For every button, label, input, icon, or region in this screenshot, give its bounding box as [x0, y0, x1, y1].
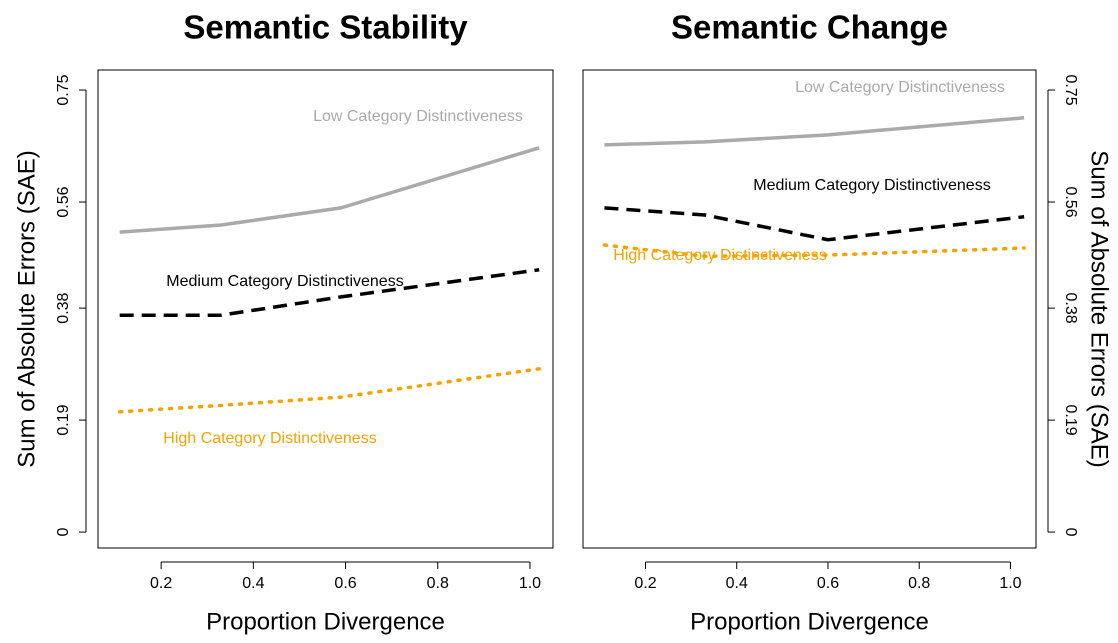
series-line	[117, 367, 541, 414]
y-tick-label: 0.75	[55, 74, 72, 105]
x-tick-label: 1.0	[519, 575, 541, 592]
x-tick-label: 0.8	[908, 575, 930, 592]
y-tick-label: 0.75	[1062, 74, 1079, 105]
x-tick-label: 0.2	[634, 575, 656, 592]
y-axis-label: Sum of Absolute Errors (SAE)	[13, 150, 40, 467]
series-annotation: High Category Distinctiveness	[163, 430, 376, 447]
plot-frame	[582, 69, 1037, 549]
chart-title: Semantic Change	[671, 9, 948, 46]
y-tick-label: 0.56	[1062, 186, 1079, 217]
plot-frame	[97, 69, 554, 549]
series-annotation: Medium Category Distinctiveness	[753, 177, 990, 194]
series-line	[604, 206, 1025, 242]
y-tick-label: 0.19	[55, 404, 72, 435]
x-axis-label: Proportion Divergence	[206, 608, 445, 635]
x-tick-label: 0.6	[334, 575, 356, 592]
y-tick-label: 0	[55, 528, 72, 537]
y-tick-label: 0.19	[1062, 405, 1079, 436]
y-tick-label: 0.38	[1062, 293, 1079, 324]
y-tick-label: 0.56	[55, 186, 72, 217]
x-tick-label: 0.6	[817, 575, 839, 592]
series-annotation: Low Category Distinctiveness	[795, 79, 1005, 96]
y-tick-label: 0.38	[55, 292, 72, 323]
y-axis-label: Sum of Absolute Errors (SAE)	[1086, 150, 1113, 467]
x-tick-label: 1.0	[999, 575, 1021, 592]
chart-title: Semantic Stability	[183, 9, 468, 46]
y-tick-label: 0	[1062, 528, 1079, 537]
series-line	[604, 115, 1025, 147]
series-line	[602, 243, 1026, 258]
x-axis-label: Proportion Divergence	[690, 608, 929, 635]
x-tick-label: 0.2	[150, 575, 172, 592]
series-annotation: Medium Category Distinctiveness	[166, 273, 403, 290]
x-tick-label: 0.8	[427, 575, 449, 592]
series-annotation: High Category Distinctiveness	[613, 247, 826, 264]
x-tick-label: 0.4	[726, 575, 748, 592]
x-tick-label: 0.4	[242, 575, 264, 592]
series-line	[119, 268, 540, 317]
series-annotation: Low Category Distinctiveness	[313, 108, 523, 125]
series-line	[119, 146, 540, 234]
